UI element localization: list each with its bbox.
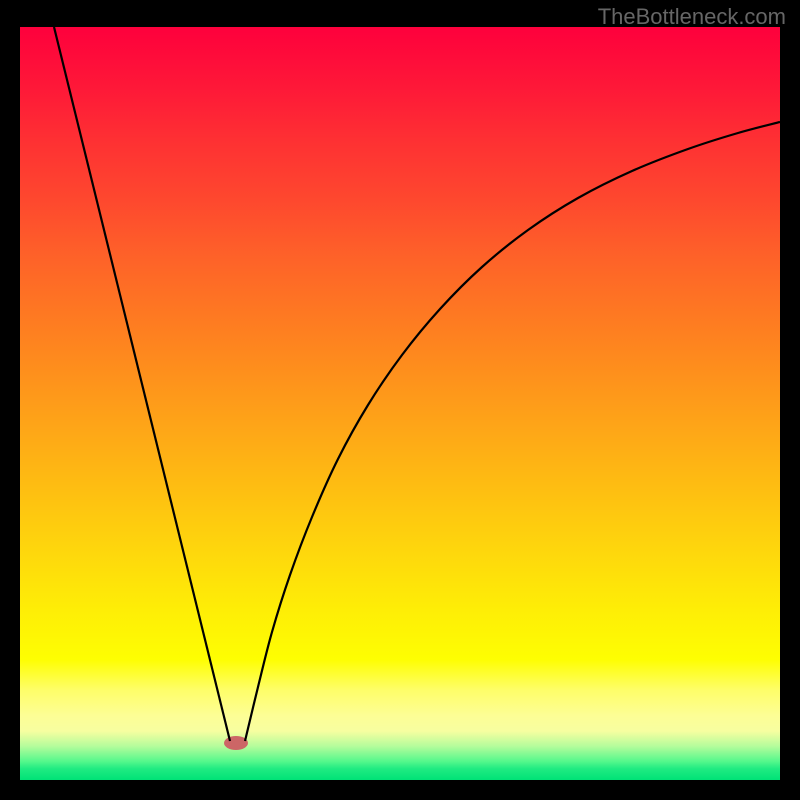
curve-left [54,27,230,741]
curve-right [245,122,780,741]
bottleneck-marker [224,736,248,750]
attribution-text: TheBottleneck.com [598,4,786,30]
plot-area [20,27,780,780]
curve-layer [20,27,780,780]
